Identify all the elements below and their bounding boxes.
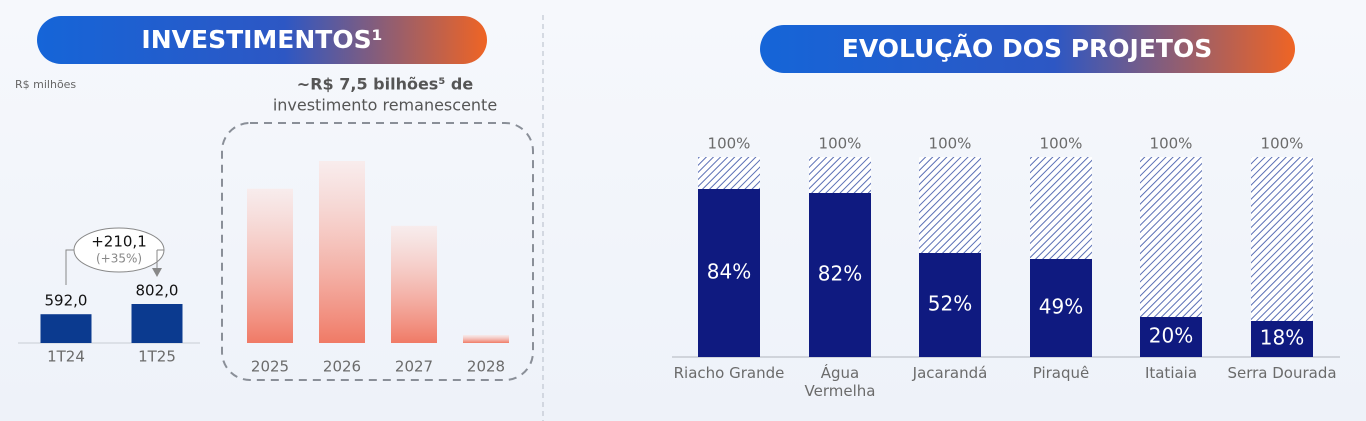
x-tick-label: 1T24 <box>47 348 85 366</box>
x-tick-label: 2027 <box>395 358 433 376</box>
section-title: INVESTIMENTOS¹ <box>141 25 382 54</box>
x-tick-label: Serra Dourada <box>1227 364 1337 382</box>
bar <box>463 334 509 343</box>
total-label: 100% <box>819 135 862 153</box>
value-label: 592,0 <box>45 292 88 310</box>
bar <box>247 188 293 343</box>
title-pill <box>37 16 487 64</box>
value-label: 82% <box>818 262 862 286</box>
value-label: 52% <box>928 292 972 316</box>
value-label: 20% <box>1149 324 1193 348</box>
unit-label: R$ milhões <box>15 78 76 91</box>
value-label: 18% <box>1260 326 1304 350</box>
annotation: investimento remanescente <box>273 96 497 115</box>
x-tick-label: 2026 <box>323 358 361 376</box>
total-label: 100% <box>1261 135 1304 153</box>
bar-segment <box>1251 321 1313 357</box>
section-title: EVOLUÇÃO DOS PROJETOS <box>842 34 1212 63</box>
arrow-head <box>152 268 162 277</box>
x-tick-label: Riacho Grande <box>673 364 785 382</box>
bar-segment <box>1140 317 1202 357</box>
value-label: 49% <box>1039 295 1083 319</box>
x-tick-label: Piraquê <box>1032 364 1090 382</box>
bar <box>40 314 92 343</box>
delta-pct-label: (+35%) <box>96 252 142 266</box>
annotation: ~R$ 7,5 bilhões⁵ de <box>297 75 474 94</box>
title-pill <box>760 25 1295 73</box>
total-label: 100% <box>1040 135 1083 153</box>
value-label: 84% <box>707 260 751 284</box>
bar-segment <box>698 189 760 357</box>
total-label: 100% <box>1150 135 1193 153</box>
connector <box>65 249 74 285</box>
x-tick-label: Itatiaia <box>1144 364 1198 382</box>
value-label: 802,0 <box>136 282 179 300</box>
connector <box>156 249 164 270</box>
bar <box>391 225 437 343</box>
x-tick-label: Jacarandá <box>912 364 988 382</box>
bar-segment <box>809 193 871 357</box>
x-tick-label: 1T25 <box>138 348 176 366</box>
delta-label: +210,1 <box>91 233 147 251</box>
bar-segment <box>1030 259 1092 357</box>
forecast-box <box>221 122 534 381</box>
bar <box>131 304 183 343</box>
x-tick-label: 2028 <box>467 358 505 376</box>
x-tick-label: Água Vermelha <box>804 364 876 400</box>
bar-segment <box>919 253 981 357</box>
bar <box>319 161 365 343</box>
total-label: 100% <box>708 135 751 153</box>
total-label: 100% <box>929 135 972 153</box>
x-tick-label: 2025 <box>251 358 289 376</box>
